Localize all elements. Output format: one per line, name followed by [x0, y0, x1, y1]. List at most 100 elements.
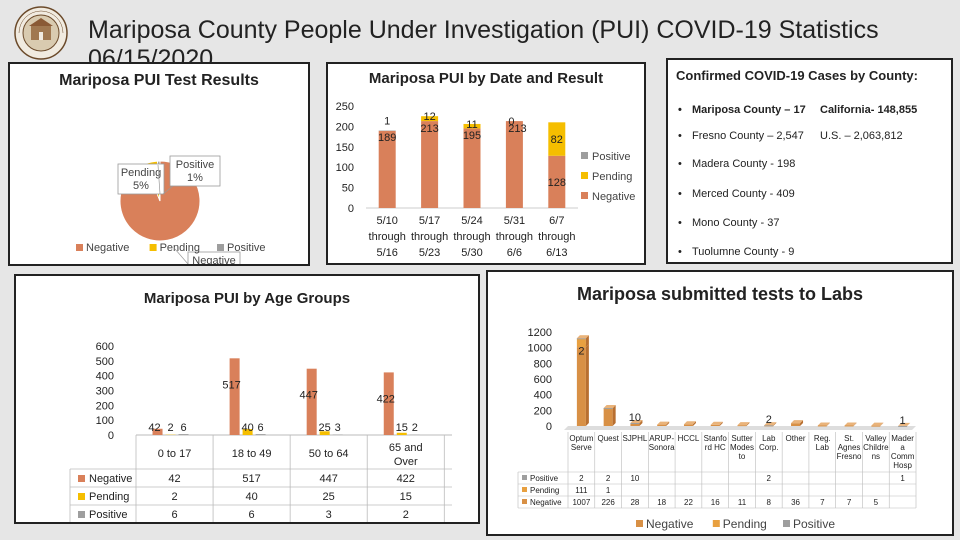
table-cell: 2 — [171, 491, 177, 503]
legend-label: Negative — [592, 191, 635, 203]
cases-title: Confirmed COVID-19 Cases by County: — [676, 68, 918, 83]
data-label: 6 — [180, 422, 186, 434]
bar-top — [576, 335, 589, 339]
y-tick-label: 200 — [96, 400, 114, 412]
bullet: • — [678, 130, 682, 142]
bar-negative — [657, 424, 667, 426]
y-tick-label: 400 — [96, 371, 114, 383]
x-tick-label: Sutter — [731, 434, 753, 443]
bar-negative — [152, 428, 163, 435]
legend-label: Positive — [592, 151, 631, 163]
table-cell: 36 — [791, 498, 800, 507]
table-cell: 3 — [326, 509, 332, 521]
cases-row: • Mariposa County – 17 California- 148,855 — [678, 104, 943, 120]
bar-positive — [764, 425, 774, 427]
x-tick-label: through — [411, 231, 448, 243]
pie-label-box — [187, 251, 241, 264]
y-tick-label: 600 — [96, 341, 114, 353]
x-tick-label: ns — [872, 452, 880, 461]
x-tick-label: 65 and — [389, 442, 423, 454]
pie-label-box — [117, 163, 165, 195]
legend-label: Pending — [723, 517, 767, 531]
data-label: 1 — [384, 115, 390, 127]
cases-county: Madera County - 198 — [692, 158, 796, 170]
x-tick-label: 18 to 49 — [232, 448, 272, 460]
chart-floor — [564, 426, 916, 430]
legend-swatch-positive — [581, 152, 588, 159]
legend-swatch-pending — [581, 172, 588, 179]
x-tick-label: 5/17 — [419, 215, 440, 227]
bar-side — [666, 421, 670, 426]
x-tick-label: through — [453, 231, 490, 243]
bar-side — [800, 420, 804, 426]
data-label: 12 — [423, 111, 435, 123]
bar-side — [585, 335, 589, 348]
x-tick-label: 6/6 — [507, 247, 522, 259]
bar-top — [817, 422, 830, 426]
legend-swatch-positive — [522, 475, 527, 480]
table-cell: 6 — [249, 509, 255, 521]
data-label: 2 — [412, 422, 418, 434]
table-cell: 25 — [323, 491, 335, 503]
bullet: • — [678, 246, 682, 258]
x-tick-label: SJPHL — [622, 434, 647, 443]
x-tick-label: Lab — [816, 443, 830, 452]
table-cell: 111 — [575, 486, 588, 495]
bar-side — [773, 422, 777, 426]
bar-top — [764, 422, 777, 426]
x-tick-label: Comm — [891, 452, 915, 461]
bar-pending — [396, 432, 407, 435]
table-cell: 18 — [657, 498, 666, 507]
x-tick-label: 6/13 — [546, 247, 567, 259]
data-label: 422 — [377, 393, 395, 405]
data-label: 213 — [508, 123, 526, 135]
legend-swatch-positive — [78, 511, 85, 518]
data-label: 2 — [578, 345, 584, 357]
bar-top — [844, 422, 857, 426]
bar-negative — [306, 368, 317, 435]
table-cell: 447 — [320, 473, 338, 485]
bar-top — [603, 405, 616, 409]
bar-top — [791, 420, 804, 424]
cases-row: • Mono County - 37 — [678, 217, 943, 233]
date-chart-panel: Mariposa PUI by Date and Result 0 50 100 15… — [326, 62, 646, 265]
bar-negative — [229, 358, 240, 435]
table-cell: 2 — [403, 509, 409, 521]
x-tick-label: 0 to 17 — [158, 448, 192, 460]
bar-top — [898, 422, 911, 426]
x-tick-label: Childre — [863, 443, 889, 452]
pie-panel: Mariposa PUI Test Results Negative94%Pen… — [8, 62, 310, 266]
legend-swatch-positive — [783, 520, 790, 527]
x-tick-label: rd HC — [705, 443, 726, 452]
table-cell: 1 — [900, 474, 905, 483]
x-tick-label: 50 to 64 — [309, 448, 349, 460]
table-cell: 22 — [684, 498, 693, 507]
date-chart: 0 50 100 150 200 250 5/10 through 5/16 5/17 throug… — [336, 101, 636, 259]
cases-total: U.S. – 2,063,812 — [820, 130, 903, 142]
bar-side — [880, 422, 884, 426]
y-tick-label: 400 — [534, 390, 552, 402]
y-tick-label: 500 — [96, 356, 114, 368]
county-seal-logo — [14, 6, 68, 60]
pie-label-box — [169, 155, 221, 187]
bar-side — [907, 422, 911, 426]
table-cell: 6 — [171, 509, 177, 521]
bar-side — [612, 405, 616, 426]
y-tick-label: 200 — [336, 121, 354, 133]
bar-top — [710, 421, 723, 425]
cases-county: Mono County - 37 — [692, 217, 780, 229]
bar-negative — [791, 423, 801, 426]
y-tick-label: 300 — [96, 386, 114, 398]
bar-pending — [319, 431, 330, 435]
bar-negative — [603, 408, 613, 426]
x-tick-label: through — [369, 231, 406, 243]
x-tick-label: Lab — [762, 434, 776, 443]
y-tick-label: 100 — [96, 415, 114, 427]
data-label: 447 — [300, 390, 318, 402]
legend-label: Positive — [793, 517, 835, 531]
bullet: • — [678, 104, 682, 116]
data-label: 213 — [420, 123, 438, 135]
x-tick-label: 5/24 — [461, 215, 482, 227]
bar-negative — [463, 128, 481, 208]
pie-label-name: Pending — [121, 167, 161, 179]
